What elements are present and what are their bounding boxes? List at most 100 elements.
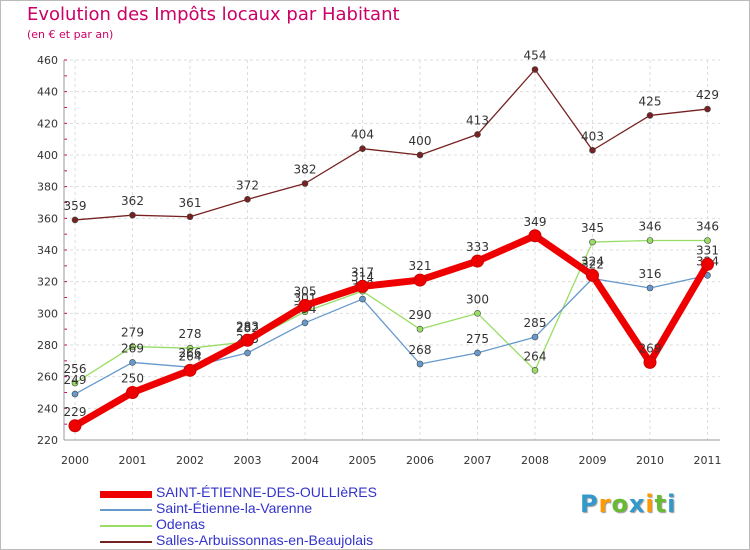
x-tick-label: 2007: [464, 454, 492, 467]
legend-item: Saint-Étienne-la-Varenne: [100, 500, 460, 518]
y-tick-label: 220: [37, 434, 58, 447]
data-point: [356, 279, 369, 293]
legend-swatch: [100, 525, 152, 527]
legend-label: Odenas: [156, 516, 206, 532]
legend-label: Salles-Arbuissonnas-en-Beaujolais: [156, 532, 374, 548]
data-label: 275: [466, 332, 489, 346]
legend-item: Odenas: [100, 516, 460, 534]
data-label: 346: [639, 220, 662, 234]
logo-letter: r: [598, 490, 612, 518]
proxiti-logo: Proxiti: [580, 490, 676, 518]
data-point: [589, 146, 596, 154]
data-label: 268: [409, 343, 432, 357]
data-label: 290: [409, 308, 432, 322]
data-point: [643, 355, 657, 369]
data-point: [183, 363, 197, 377]
data-point: [586, 268, 599, 282]
data-point: [589, 238, 596, 246]
data-label: 361: [179, 196, 202, 210]
data-label: 279: [121, 326, 144, 340]
x-tick-label: 2009: [579, 454, 607, 467]
x-tick-label: 2005: [349, 454, 377, 467]
data-point: [471, 254, 484, 268]
legend-swatch: [100, 509, 152, 511]
data-point: [531, 333, 539, 341]
x-tick-label: 2004: [291, 454, 319, 467]
x-tick-label: 2001: [119, 454, 147, 467]
data-label: 317: [351, 265, 374, 279]
y-tick-label: 340: [37, 244, 58, 257]
data-label: 382: [294, 163, 317, 177]
data-label: 346: [696, 220, 719, 234]
data-point: [474, 310, 481, 317]
data-point: [416, 325, 424, 333]
data-point: [301, 180, 309, 187]
data-point: [704, 237, 711, 244]
y-tick-label: 280: [37, 339, 58, 352]
logo-letter: P: [580, 490, 599, 518]
x-tick-label: 2006: [406, 454, 434, 467]
data-point: [241, 333, 254, 347]
data-point: [126, 386, 139, 399]
data-point: [474, 131, 481, 138]
y-tick-label: 300: [37, 307, 58, 320]
data-label: 372: [236, 178, 259, 192]
x-tick-label: 2003: [234, 454, 262, 467]
logo-letter: o: [611, 490, 629, 518]
y-tick-label: 460: [37, 54, 58, 67]
data-label: 314: [351, 270, 374, 284]
data-point: [528, 229, 542, 243]
y-tick-label: 260: [37, 371, 58, 384]
data-point: [71, 390, 79, 398]
data-point: [646, 112, 654, 119]
data-point: [244, 196, 251, 203]
data-label: 400: [409, 134, 432, 148]
data-point: [186, 344, 194, 352]
legend-swatch: [100, 541, 152, 543]
data-label: 282: [236, 321, 259, 335]
legend-item: SAINT-ÉTIENNE-DES-OULLIèRES: [100, 484, 460, 502]
data-point: [531, 367, 539, 374]
data-label: 359: [64, 199, 87, 213]
y-tick-label: 380: [37, 181, 58, 194]
data-label: 269: [639, 341, 662, 355]
data-label: 250: [121, 372, 144, 386]
legend-label: Saint-Étienne-la-Varenne: [156, 500, 313, 516]
data-point: [129, 211, 136, 219]
data-label: 404: [351, 128, 374, 142]
data-label: 362: [121, 194, 144, 208]
logo-letter: t: [654, 490, 668, 518]
data-label: 249: [64, 373, 87, 387]
data-point: [413, 273, 427, 287]
series-line: [74, 239, 708, 384]
logo-letter: x: [628, 490, 646, 518]
y-tick-label: 320: [37, 276, 58, 289]
data-label: 278: [179, 327, 202, 341]
data-point: [129, 343, 136, 350]
series-line: [74, 68, 708, 221]
legend: SAINT-ÉTIENNE-DES-OULLIèRES Saint-Étienne…: [100, 484, 460, 550]
data-label: 305: [294, 284, 317, 298]
data-label: 283: [236, 319, 259, 333]
data-label: 316: [639, 267, 662, 281]
data-point: [359, 145, 366, 152]
data-label: 413: [466, 113, 489, 127]
data-point: [416, 360, 424, 368]
data-label: 269: [121, 341, 144, 355]
data-label: 266: [179, 346, 202, 360]
data-point: [71, 216, 79, 224]
legend-swatch: [100, 491, 152, 498]
data-point: [301, 319, 309, 327]
series-line: [74, 274, 708, 395]
y-tick-label: 240: [37, 402, 58, 415]
data-point: [71, 379, 79, 387]
data-point: [474, 349, 481, 357]
data-point: [646, 237, 654, 244]
data-point: [701, 257, 714, 271]
data-point: [531, 66, 539, 73]
data-label: 256: [64, 362, 87, 376]
data-label: 300: [466, 292, 489, 306]
chart-title: Evolution des Impôts locaux par Habitant: [27, 4, 400, 25]
legend-label: SAINT-ÉTIENNE-DES-OULLIèRES: [156, 484, 377, 500]
